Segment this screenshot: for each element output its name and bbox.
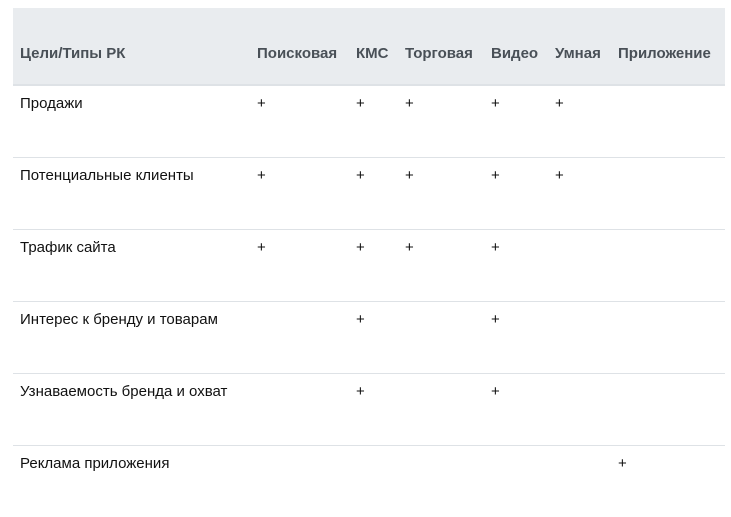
support-mark-cell: + [484, 374, 548, 446]
goal-cell: Потенциальные клиенты [13, 158, 250, 230]
column-header: КМС [349, 8, 398, 85]
support-mark-cell [398, 374, 484, 446]
support-mark-cell: + [349, 302, 398, 374]
table-row: Продажи+++++ [13, 85, 725, 158]
support-mark-cell: + [250, 230, 349, 302]
table-row: Интерес к бренду и товарам + + [13, 302, 725, 374]
table-row: Трафик сайта++++ [13, 230, 725, 302]
support-mark-cell [611, 230, 725, 302]
support-mark-cell: + [349, 230, 398, 302]
support-mark-cell [548, 374, 611, 446]
goal-cell: Трафик сайта [13, 230, 250, 302]
support-mark-cell [548, 230, 611, 302]
support-mark-cell: + [349, 158, 398, 230]
goal-cell: Реклама приложения [13, 446, 250, 517]
support-mark-cell [611, 85, 725, 158]
column-header: Торговая [398, 8, 484, 85]
support-mark-cell: + [398, 230, 484, 302]
support-mark-cell [548, 446, 611, 517]
goal-cell: Продажи [13, 85, 250, 158]
support-mark-cell [250, 302, 349, 374]
table-row: Узнаваемость бренда и охват + + [13, 374, 725, 446]
table-body: Продажи+++++Потенциальные клиенты+++++Тр… [13, 85, 725, 517]
support-mark-cell: + [484, 230, 548, 302]
goal-cell: Узнаваемость бренда и охват [13, 374, 250, 446]
support-mark-cell: + [398, 158, 484, 230]
support-mark-cell [349, 446, 398, 517]
column-header: Поисковая [250, 8, 349, 85]
goal-cell: Интерес к бренду и товарам [13, 302, 250, 374]
column-header: Приложение [611, 8, 725, 85]
support-mark-cell: + [250, 158, 349, 230]
support-mark-cell: + [484, 302, 548, 374]
support-mark-cell: + [349, 85, 398, 158]
support-mark-cell [611, 374, 725, 446]
support-mark-cell: + [611, 446, 725, 517]
support-mark-cell [611, 158, 725, 230]
support-mark-cell: + [349, 374, 398, 446]
support-mark-cell: + [250, 85, 349, 158]
support-mark-cell: + [548, 85, 611, 158]
support-mark-cell: + [398, 85, 484, 158]
support-mark-cell [484, 446, 548, 517]
support-mark-cell: + [484, 158, 548, 230]
table-row: Потенциальные клиенты+++++ [13, 158, 725, 230]
support-mark-cell: + [548, 158, 611, 230]
support-mark-cell [548, 302, 611, 374]
support-mark-cell [398, 446, 484, 517]
support-mark-cell [398, 302, 484, 374]
support-mark-cell [250, 446, 349, 517]
support-mark-cell: + [484, 85, 548, 158]
column-header: Умная [548, 8, 611, 85]
support-mark-cell [250, 374, 349, 446]
table-row: Реклама приложения + [13, 446, 725, 517]
column-header: Видео [484, 8, 548, 85]
column-header: Цели/Типы РК [13, 8, 250, 85]
support-mark-cell [611, 302, 725, 374]
